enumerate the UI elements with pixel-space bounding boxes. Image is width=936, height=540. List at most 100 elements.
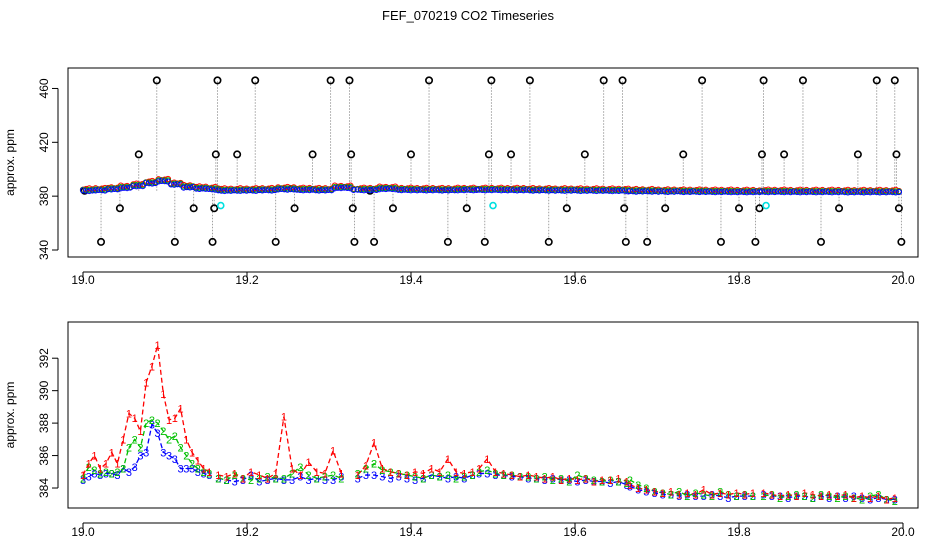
- series3-point: [293, 186, 301, 193]
- outlier-point: [757, 150, 766, 159]
- series3-point: [517, 186, 524, 194]
- x-tick-label: 19.0: [71, 525, 95, 539]
- series3-point: [867, 189, 874, 196]
- series2-line: [629, 479, 754, 497]
- series3-point: [577, 187, 584, 195]
- series1-point: 1: [126, 408, 132, 420]
- series1-point: 1: [86, 459, 92, 471]
- series3-point: 3: [200, 468, 206, 480]
- outlier-point: [698, 76, 707, 85]
- series3-point: 3: [189, 464, 195, 476]
- series3-point: [212, 186, 219, 193]
- series3-point: [92, 187, 99, 194]
- series3-point: [536, 187, 543, 194]
- series3-point: [876, 189, 883, 196]
- series1-point: 1: [867, 493, 873, 505]
- series3-point: 3: [668, 490, 674, 502]
- series1-point: 1: [875, 491, 881, 503]
- series1-point: 1: [223, 472, 229, 484]
- series1-point: 1: [859, 491, 865, 503]
- series1-point: 1: [777, 491, 783, 503]
- series2-point: 2: [550, 475, 556, 487]
- series3-point: [199, 185, 206, 192]
- series3-point: 3: [330, 475, 336, 487]
- series1-point: 1: [178, 404, 184, 416]
- series3-point: [136, 182, 143, 189]
- series2-point: 2: [476, 467, 482, 479]
- series3-point: 3: [884, 494, 890, 506]
- series3-point: [331, 185, 338, 192]
- series2-point: 2: [660, 488, 666, 500]
- series3-point: 3: [137, 451, 143, 463]
- series3-point: 3: [143, 447, 149, 459]
- outlier-point: [170, 237, 179, 246]
- series2-point: 2: [215, 473, 221, 485]
- series3-point: [523, 186, 530, 193]
- y-tick-label: 390: [37, 380, 51, 400]
- series3-point: 3: [256, 477, 262, 489]
- outlier-point: [484, 150, 493, 159]
- series1-point: 1: [420, 468, 426, 480]
- series3-point: [768, 188, 775, 195]
- series2-point: 2: [777, 493, 783, 505]
- series3-point: [322, 187, 329, 194]
- x-tick-label: 19.4: [399, 525, 423, 539]
- series3-point: 3: [583, 475, 589, 487]
- series1-point: 1: [525, 470, 531, 482]
- series3-point: 3: [574, 477, 580, 489]
- series3-point: 3: [533, 473, 539, 485]
- series1-point: 1: [509, 470, 515, 482]
- series3-point: 3: [215, 473, 221, 485]
- series3-point: [334, 184, 341, 191]
- series3-point: 3: [643, 486, 649, 498]
- series2-point: 2: [574, 470, 580, 482]
- outlier-point: [388, 204, 397, 213]
- y-tick-label: 340: [37, 240, 51, 260]
- series-dots: [79, 175, 903, 196]
- series3-point: 3: [114, 470, 120, 482]
- outlier-point: [892, 150, 901, 159]
- series2-point: 2: [445, 470, 451, 482]
- series3-point: [457, 186, 465, 193]
- series2-point: 2: [103, 467, 109, 479]
- series3-point: 3: [624, 480, 630, 492]
- series3-point: [155, 178, 162, 185]
- series2-point: 2: [742, 490, 748, 502]
- series3-point: [325, 186, 332, 193]
- series1-point: 1: [469, 467, 475, 479]
- series1-point: 1: [542, 473, 548, 485]
- series2-point: 2: [97, 468, 103, 480]
- outlier-point: [189, 204, 198, 213]
- series2-point: 2: [80, 473, 86, 485]
- series3-point: [892, 189, 899, 196]
- series1-point: 1: [396, 468, 402, 480]
- series3-point: [360, 187, 368, 194]
- series3-point: 3: [599, 477, 605, 489]
- series2-point: 2: [761, 491, 767, 503]
- series3-point: 3: [709, 490, 715, 502]
- series3-point: 3: [875, 493, 881, 505]
- series3-point: [454, 187, 461, 194]
- series3-point: [230, 187, 238, 194]
- series3-point: [274, 186, 282, 193]
- series3-line: [629, 485, 753, 499]
- series1-point: 1: [826, 490, 832, 502]
- series1-line: [478, 457, 627, 483]
- x-tick-label: 20.0: [891, 525, 915, 539]
- series1-point: 1: [583, 473, 589, 485]
- series3-point: [718, 188, 725, 196]
- series3-point: [401, 186, 408, 193]
- series3-point: [712, 189, 719, 196]
- series3-point: 3: [725, 493, 731, 505]
- series3-point: [224, 187, 231, 194]
- series1-point: 1: [793, 491, 799, 503]
- series2-point: 2: [892, 496, 898, 508]
- series2-point: 2: [281, 473, 287, 485]
- panel-1: 19.0 19.2 19.4 19.6 19.8 20.0 340 380 420 460 appr…: [3, 67, 919, 287]
- series1-point: 1: [155, 340, 161, 352]
- series3-point: [507, 186, 514, 193]
- series3-point: 3: [517, 472, 523, 484]
- series1-line: [218, 416, 342, 480]
- series3-point: [545, 187, 553, 194]
- series1-point: 1: [818, 491, 824, 503]
